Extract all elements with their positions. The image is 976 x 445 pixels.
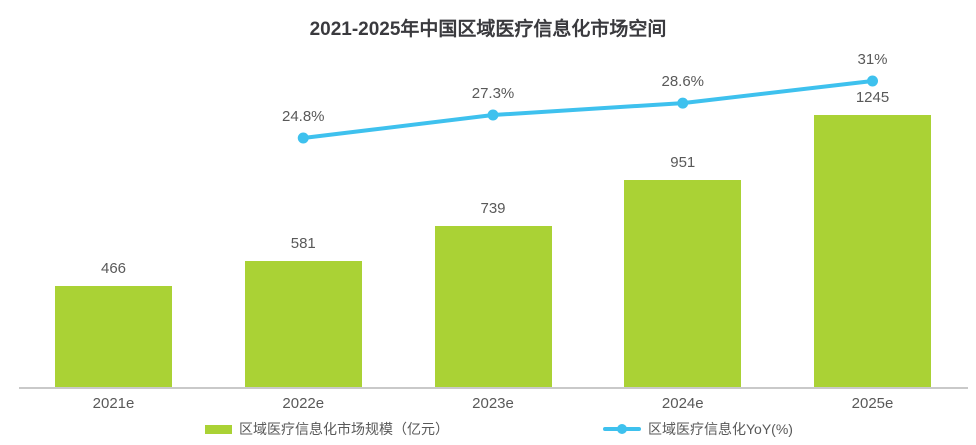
bar-2021e	[55, 285, 172, 388]
yoy-value-label: 31%	[857, 51, 888, 69]
legend: 区域医疗信息化市场规模（亿元） 区域医疗信息化YoY(%)	[0, 419, 976, 439]
chart-title: 2021-2025年中国区域医疗信息化市场空间	[309, 19, 667, 40]
yoy-data-point	[297, 132, 309, 144]
bar-2025e	[814, 115, 931, 388]
legend-item-market-size: 区域医疗信息化市场规模（亿元）	[205, 419, 449, 439]
bar-value-label: 1245	[855, 89, 890, 107]
x-axis-label: 2022e	[282, 395, 325, 412]
yoy-data-point	[867, 75, 878, 87]
bar-value-label: 466	[100, 259, 127, 277]
bar-legend-swatch-icon	[205, 424, 232, 434]
line-legend-swatch-icon	[603, 424, 641, 434]
yoy-value-label: 24.8%	[281, 108, 325, 125]
bar-2023e	[434, 226, 552, 388]
bar-value-label: 581	[290, 234, 316, 252]
yoy-value-label: 27.3%	[471, 85, 515, 103]
x-axis-label: 2025e	[851, 395, 894, 412]
yoy-line-path	[301, 79, 875, 140]
x-axis-label: 2021e	[92, 395, 135, 412]
legend-label-market-size: 区域医疗信息化市场规模（亿元）	[239, 421, 449, 437]
x-axis-label: 2024e	[661, 395, 704, 412]
yoy-value-label: 28.6%	[661, 73, 705, 91]
legend-label-yoy: 区域医疗信息化YoY(%)	[648, 421, 793, 437]
x-axis-line	[19, 387, 968, 389]
bar-2022e	[244, 260, 362, 388]
bar-2024e	[624, 179, 742, 388]
bar-value-label: 739	[480, 200, 506, 218]
yoy-data-point	[677, 97, 689, 109]
x-axis-label: 2023e	[472, 395, 514, 412]
legend-item-yoy: 区域医疗信息化YoY(%)	[603, 419, 793, 439]
yoy-data-point	[487, 109, 499, 121]
bar-value-label: 951	[670, 153, 696, 171]
